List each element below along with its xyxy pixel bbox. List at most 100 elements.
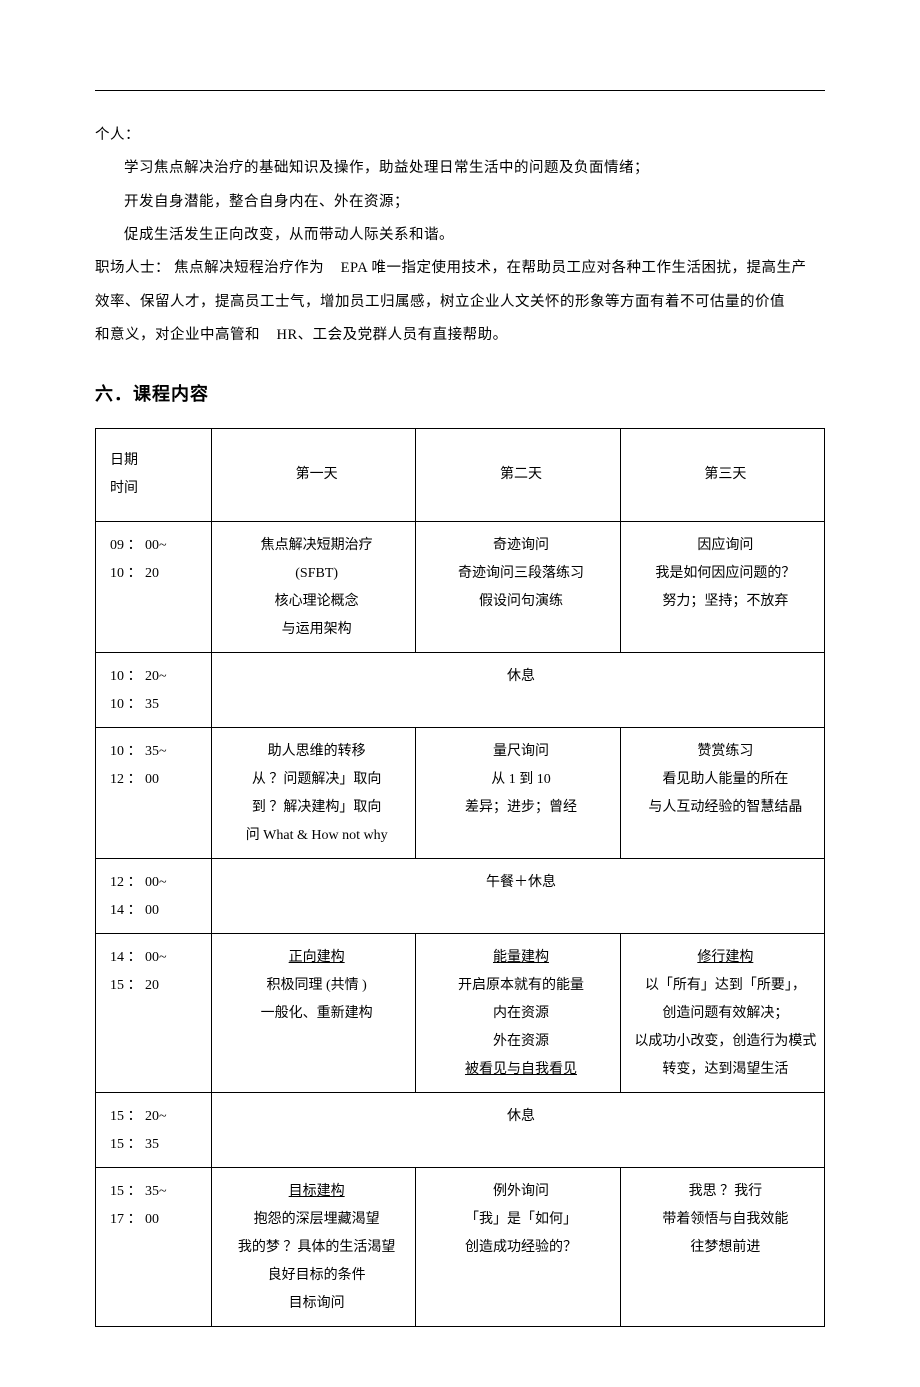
cell-line: 核心理论概念: [224, 588, 409, 616]
content-cell: 修行建构以「所有」达到「所要」，创造问题有效解决；以成功小改变，创造行为模式转变…: [620, 934, 824, 1093]
cell-line: 14 ： 00: [110, 897, 205, 925]
intro-p2: 学习焦点解决治疗的基础知识及操作，助益处理日常生活中的问题及负面情绪；: [95, 152, 825, 185]
cell-line: 15 ： 20~: [110, 1103, 205, 1131]
cell-line: 以成功小改变，创造行为模式: [633, 1028, 818, 1056]
cell-line: 从 ？问题解决」取向: [224, 766, 409, 794]
cell-line: 努力；坚持；不放弃: [633, 588, 818, 616]
time-cell: 15 ： 20~15 ： 35: [96, 1093, 212, 1168]
content-cell: 能量建构开启原本就有的能量内在资源外在资源被看见与自我看见: [416, 934, 620, 1093]
intro-p5b: EPA 唯一指定使用技术，在帮助员工应对各种工作生活困扰，提高生产: [341, 260, 807, 276]
time-cell: 09 ： 00~10 ： 20: [96, 522, 212, 653]
intro-p3: 开发自身潜能，整合自身内在、外在资源；: [95, 186, 825, 219]
cell-line: 修行建构: [633, 944, 818, 972]
cell-line: 良好目标的条件: [224, 1262, 409, 1290]
time-cell: 12 ： 00~14 ： 00: [96, 859, 212, 934]
cell-line: 抱怨的深层埋藏渴望: [224, 1206, 409, 1234]
intro-p5: 职场人士： 焦点解决短程治疗作为 EPA 唯一指定使用技术，在帮助员工应对各种工…: [95, 252, 825, 285]
intro-p6: 效率、保留人才，提高员工士气，增加员工归属感，树立企业人文关怀的形象等方面有着不…: [95, 286, 825, 319]
cell-line: 赞赏练习: [633, 738, 818, 766]
table-row: 15 ： 35~17 ： 00目标建构抱怨的深层埋藏渴望我的梦 ？具体的生活渴望…: [96, 1168, 825, 1327]
cell-line: 创造成功经验的？: [428, 1234, 613, 1262]
cell-line: 助人思维的转移: [224, 738, 409, 766]
cell-line: 10 ： 20: [110, 560, 205, 588]
header-day2: 第二天: [416, 429, 620, 522]
table-row: 15 ： 20~15 ： 35休息: [96, 1093, 825, 1168]
intro-p1: 个人：: [95, 119, 825, 152]
cell-line: 以「所有」达到「所要」，: [633, 972, 818, 1000]
cell-line: 15 ： 35: [110, 1131, 205, 1159]
content-cell: 助人思维的转移从 ？问题解决」取向到 ？解决建构」取向问 What & How …: [212, 728, 416, 859]
intro-p7: 和意义，对企业中高管和 HR、工会及党群人员有直接帮助。: [95, 319, 825, 352]
table-row: 09 ： 00~10 ： 20焦点解决短期治疗(SFBT)核心理论概念与运用架构…: [96, 522, 825, 653]
cell-line: 例外询问: [428, 1178, 613, 1206]
cell-line: 正向建构: [224, 944, 409, 972]
time-cell: 10 ： 20~10 ： 35: [96, 653, 212, 728]
cell-line: 目标建构: [224, 1178, 409, 1206]
cell-line: 从 1 到 10: [428, 766, 613, 794]
time-cell: 10 ： 35~12 ： 00: [96, 728, 212, 859]
cell-line: 与运用架构: [224, 616, 409, 644]
cell-line: 量尺询问: [428, 738, 613, 766]
cell-line: 10 ： 35: [110, 691, 205, 719]
cell-line: 到 ？解决建构」取向: [224, 794, 409, 822]
time-cell: 14 ： 00~15 ： 20: [96, 934, 212, 1093]
header-day1: 第一天: [212, 429, 416, 522]
table-row: 14 ： 00~15 ： 20正向建构积极同理 (共情 )一般化、重新建构能量建…: [96, 934, 825, 1093]
merged-cell: 休息: [212, 653, 825, 728]
intro-p4: 促成生活发生正向改变，从而带动人际关系和谐。: [95, 219, 825, 252]
content-cell: 奇迹询问奇迹询问三段落练习假设问句演练: [416, 522, 620, 653]
cell-line: 看见助人能量的所在: [633, 766, 818, 794]
cell-line: 10 ： 20~: [110, 663, 205, 691]
cell-line: 假设问句演练: [428, 588, 613, 616]
cell-line: 问 What & How not why: [224, 822, 409, 850]
table-row: 10 ： 35~12 ： 00助人思维的转移从 ？问题解决」取向到 ？解决建构」…: [96, 728, 825, 859]
cell-line: 09 ： 00~: [110, 532, 205, 560]
cell-line: 焦点解决短期治疗: [224, 532, 409, 560]
content-cell: 我思 ？我行带着领悟与自我效能往梦想前进: [620, 1168, 824, 1327]
table-row: 12 ： 00~14 ： 00午餐＋休息: [96, 859, 825, 934]
header-time: 日期时间: [96, 429, 212, 522]
cell-line: 奇迹询问三段落练习: [428, 560, 613, 588]
cell-line: 差异；进步；曾经: [428, 794, 613, 822]
cell-line: 12 ： 00~: [110, 869, 205, 897]
cell-line: 带着领悟与自我效能: [633, 1206, 818, 1234]
header-day3: 第三天: [620, 429, 824, 522]
content-cell: 赞赏练习看见助人能量的所在与人互动经验的智慧结晶: [620, 728, 824, 859]
content-cell: 例外询问「我」是「如何」创造成功经验的？: [416, 1168, 620, 1327]
cell-line: 开启原本就有的能量: [428, 972, 613, 1000]
cell-line: (SFBT): [224, 560, 409, 588]
schedule-table: 日期时间 第一天 第二天 第三天 09 ： 00~10 ： 20焦点解决短期治疗…: [95, 428, 825, 1327]
content-cell: 目标建构抱怨的深层埋藏渴望我的梦 ？具体的生活渴望良好目标的条件目标询问: [212, 1168, 416, 1327]
cell-line: 创造问题有效解决；: [633, 1000, 818, 1028]
time-cell: 15 ： 35~17 ： 00: [96, 1168, 212, 1327]
cell-line: 我的梦 ？具体的生活渴望: [224, 1234, 409, 1262]
section-heading: 六．课程内容: [95, 380, 825, 406]
cell-line: 「我」是「如何」: [428, 1206, 613, 1234]
cell-line: 我是如何因应问题的？: [633, 560, 818, 588]
cell-line: 与人互动经验的智慧结晶: [633, 794, 818, 822]
cell-line: 往梦想前进: [633, 1234, 818, 1262]
cell-line: 12 ： 00: [110, 766, 205, 794]
cell-line: 15 ： 35~: [110, 1178, 205, 1206]
top-rule: [95, 90, 825, 91]
content-cell: 量尺询问从 1 到 10差异；进步；曾经: [416, 728, 620, 859]
content-cell: 正向建构积极同理 (共情 )一般化、重新建构: [212, 934, 416, 1093]
cell-line: 10 ： 35~: [110, 738, 205, 766]
cell-line: 内在资源: [428, 1000, 613, 1028]
document-page: 个人： 学习焦点解决治疗的基础知识及操作，助益处理日常生活中的问题及负面情绪； …: [0, 0, 920, 1387]
cell-line: 因应询问: [633, 532, 818, 560]
merged-cell: 休息: [212, 1093, 825, 1168]
cell-line: 被看见与自我看见: [428, 1056, 613, 1084]
table-header-row: 日期时间 第一天 第二天 第三天: [96, 429, 825, 522]
cell-line: 外在资源: [428, 1028, 613, 1056]
content-cell: 焦点解决短期治疗(SFBT)核心理论概念与运用架构: [212, 522, 416, 653]
cell-line: 我思 ？我行: [633, 1178, 818, 1206]
cell-line: 17 ： 00: [110, 1206, 205, 1234]
merged-cell: 午餐＋休息: [212, 859, 825, 934]
cell-line: 一般化、重新建构: [224, 1000, 409, 1028]
schedule-body: 09 ： 00~10 ： 20焦点解决短期治疗(SFBT)核心理论概念与运用架构…: [96, 522, 825, 1327]
cell-line: 积极同理 (共情 ): [224, 972, 409, 1000]
content-cell: 因应询问我是如何因应问题的？努力；坚持；不放弃: [620, 522, 824, 653]
cell-line: 能量建构: [428, 944, 613, 972]
intro-p5a: 职场人士： 焦点解决短程治疗作为: [95, 260, 324, 276]
